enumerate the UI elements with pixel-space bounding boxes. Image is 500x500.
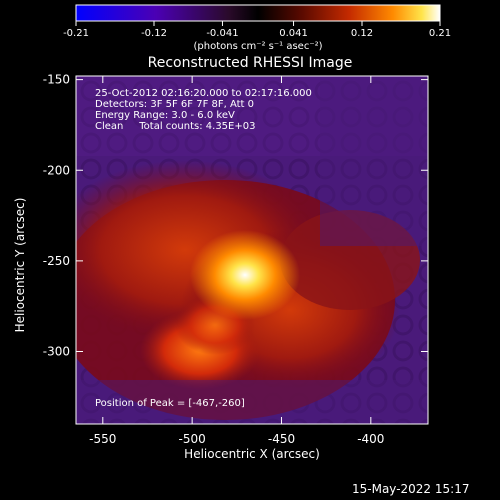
x-tick-label: -550 <box>89 432 116 446</box>
colorbar-tick-label: -0.12 <box>141 28 167 39</box>
x-tick-label: -450 <box>268 432 295 446</box>
colorbar-tick-label: -0.041 <box>206 28 238 39</box>
x-tick-label: -500 <box>179 432 206 446</box>
y-tick-label: -150 <box>43 73 70 87</box>
info-detectors: Detectors: 3F 5F 6F 7F 8F, Att 0 <box>95 99 255 110</box>
x-tick-label: -400 <box>357 432 384 446</box>
info-clean-counts: Clean Total counts: 4.35E+03 <box>95 121 256 132</box>
colorbar-tick-label: 0.12 <box>351 28 373 39</box>
colorbar-ticks: -0.21 -0.12 -0.041 0.041 0.12 0.21 <box>63 21 451 39</box>
footer-date: 15-May-2022 15:17 <box>352 482 470 496</box>
info-energy-range: Energy Range: 3.0 - 6.0 keV <box>95 110 235 121</box>
colorbar-unit-label: (photons cm⁻² s⁻¹ asec⁻²) <box>193 41 322 52</box>
y-axis-label: Heliocentric Y (arcsec) <box>13 198 27 333</box>
peak-position-label: Position of Peak = [-467,-260] <box>95 398 245 409</box>
colorbar-tick-label: 0.041 <box>279 28 308 39</box>
plot-frame <box>75 75 429 425</box>
y-tick-label: -250 <box>43 254 70 268</box>
x-axis-label: Heliocentric X (arcsec) <box>184 447 320 461</box>
info-time-range: 25-Oct-2012 02:16:20.000 to 02:17:16.000 <box>95 88 312 99</box>
colorbar-tick-label: 0.21 <box>429 28 451 39</box>
chart-title: Reconstructed RHESSI Image <box>148 55 353 71</box>
observation-info: 25-Oct-2012 02:16:20.000 to 02:17:16.000… <box>95 88 312 132</box>
x-axis-ticks: -550 -500 -450 -400 <box>89 76 384 446</box>
y-axis-ticks: -150 -200 -250 -300 <box>43 73 428 359</box>
heatmap-image <box>76 76 428 424</box>
y-tick-label: -200 <box>43 163 70 177</box>
y-tick-label: -300 <box>43 345 70 359</box>
colorbar-tick-label: -0.21 <box>63 28 89 39</box>
colorbar <box>75 4 441 22</box>
